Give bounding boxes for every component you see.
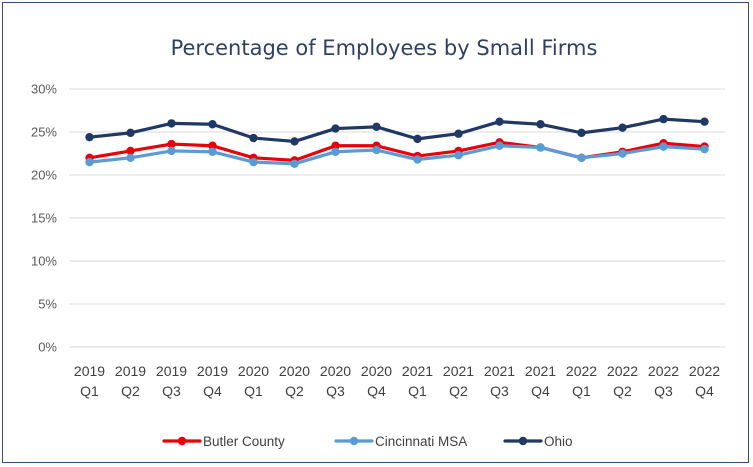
data-point — [331, 124, 340, 133]
data-point — [700, 117, 709, 126]
x-tick-label-quarter: Q2 — [449, 383, 468, 399]
data-point — [495, 141, 504, 150]
data-point — [208, 120, 217, 129]
legend-marker — [349, 436, 359, 446]
series-lines — [85, 114, 709, 169]
x-tick-label-quarter: Q3 — [326, 383, 345, 399]
data-point — [249, 133, 258, 143]
x-tick-label-quarter: Q2 — [285, 383, 304, 399]
x-tick-label-year: 2021 — [525, 363, 556, 379]
x-tick-label-quarter: Q1 — [244, 383, 263, 399]
x-tick-label-quarter: Q2 — [121, 383, 140, 399]
series-cincinnati-msa — [85, 141, 709, 169]
y-tick-label: 25% — [31, 125, 57, 140]
y-tick-label: 10% — [31, 254, 57, 269]
legend-label: Ohio — [544, 434, 573, 449]
x-tick-label-year: 2021 — [443, 363, 474, 379]
x-tick-label-year: 2020 — [238, 363, 269, 379]
data-point — [659, 114, 668, 124]
data-point — [290, 137, 299, 146]
legend-label: Cincinnati MSA — [375, 434, 467, 449]
x-tick-label-quarter: Q2 — [613, 383, 632, 399]
data-point — [331, 141, 340, 150]
y-tick-label: 0% — [38, 340, 57, 355]
data-point — [372, 122, 381, 132]
data-point — [126, 128, 135, 138]
data-point — [85, 132, 94, 142]
data-point — [372, 145, 381, 155]
x-tick-label-year: 2019 — [197, 363, 228, 379]
legend-label: Butler County — [203, 434, 285, 449]
data-point — [249, 157, 258, 167]
x-axis-ticks: 2019 Q1 2019 Q2 2019 Q3 2019 Q4 2020 Q1 2020 Q2 2020… — [74, 363, 720, 399]
data-point — [167, 146, 176, 156]
y-tick-label: 30% — [31, 82, 57, 97]
x-tick-label-quarter: Q3 — [654, 383, 673, 399]
chart-frame: Percentage of Employees by Small Firms 0… — [2, 2, 749, 463]
x-tick-label-year: 2019 — [156, 363, 187, 379]
x-tick-label-quarter: Q4 — [367, 383, 386, 399]
x-tick-label-quarter: Q1 — [408, 383, 427, 399]
data-point — [454, 129, 463, 138]
data-point — [290, 159, 299, 169]
data-point — [536, 143, 545, 152]
legend-item: Butler County — [162, 434, 285, 449]
data-point — [208, 141, 217, 150]
data-point — [167, 119, 176, 128]
data-point — [577, 128, 586, 138]
data-point — [454, 151, 463, 160]
x-tick-label-year: 2021 — [402, 363, 433, 379]
data-point — [577, 153, 586, 162]
data-point — [208, 147, 217, 156]
data-point — [126, 146, 135, 156]
data-point — [413, 134, 422, 144]
legend: Butler County Cincinnati MSA Ohio — [162, 434, 573, 449]
x-tick-label-year: 2022 — [689, 363, 720, 379]
x-tick-label-year: 2020 — [320, 363, 351, 379]
x-tick-label-quarter: Q3 — [490, 383, 509, 399]
x-tick-label-year: 2022 — [566, 363, 597, 379]
data-point — [167, 139, 176, 149]
series-line — [87, 117, 707, 144]
y-tick-label: 20% — [31, 168, 57, 183]
x-tick-label-year: 2020 — [361, 363, 392, 379]
legend-marker — [177, 436, 187, 446]
x-tick-label-quarter: Q3 — [162, 383, 181, 399]
x-tick-label-year: 2020 — [279, 363, 310, 379]
data-point — [85, 157, 94, 167]
chart-title: Percentage of Employees by Small Firms — [171, 36, 598, 60]
data-point — [618, 149, 627, 158]
x-tick-label-year: 2022 — [607, 363, 638, 379]
data-point — [700, 145, 709, 154]
legend-item: Ohio — [503, 434, 573, 449]
data-point — [536, 120, 545, 129]
x-tick-label-year: 2022 — [648, 363, 679, 379]
legend-item: Cincinnati MSA — [334, 434, 467, 449]
data-point — [126, 153, 135, 162]
legend-marker — [518, 436, 528, 446]
x-tick-label-quarter: Q4 — [695, 383, 714, 399]
data-point — [331, 147, 340, 156]
x-tick-label-year: 2019 — [115, 363, 146, 379]
x-tick-label-quarter: Q1 — [80, 383, 99, 399]
y-tick-label: 5% — [38, 297, 57, 312]
line-chart: Percentage of Employees by Small Firms 0… — [31, 36, 725, 449]
x-tick-label-year: 2021 — [484, 363, 515, 379]
x-tick-label-year: 2019 — [74, 363, 105, 379]
series-line — [87, 144, 707, 166]
data-point — [659, 142, 668, 151]
data-point — [618, 123, 627, 132]
data-point — [495, 117, 504, 126]
y-tick-label: 15% — [31, 211, 57, 226]
y-axis-ticks: 0% 5% 10% 15% 20% 25% 30% — [31, 82, 57, 355]
series-ohio — [85, 114, 709, 146]
x-tick-label-quarter: Q4 — [203, 383, 222, 399]
x-tick-label-quarter: Q1 — [572, 383, 591, 399]
data-point — [413, 155, 422, 164]
x-tick-label-quarter: Q4 — [531, 383, 550, 399]
